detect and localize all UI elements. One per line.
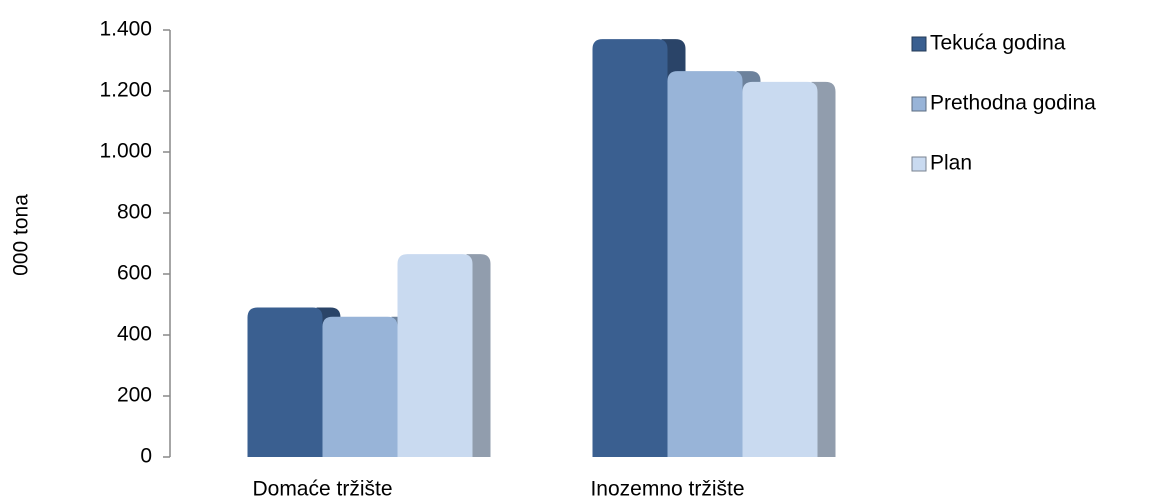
y-tick-label: 1.400 xyxy=(99,18,152,41)
y-tick-label: 0 xyxy=(140,445,152,468)
x-tick-label: Domaće tržište xyxy=(252,478,392,501)
y-tick-label: 1.200 xyxy=(99,79,152,102)
y-tick-label: 800 xyxy=(117,201,152,224)
bar xyxy=(667,71,743,458)
legend-swatch xyxy=(911,36,927,52)
legend-label: Tekuća godina xyxy=(930,32,1066,55)
bar xyxy=(742,81,818,457)
legend-swatch xyxy=(911,96,927,112)
bar xyxy=(397,254,473,457)
x-tick-label: Inozemno tržište xyxy=(590,478,744,501)
y-axis-label: 000 tona xyxy=(10,194,33,276)
y-tick-label: 1.000 xyxy=(99,140,152,163)
legend-swatch xyxy=(911,156,927,172)
bar xyxy=(592,39,668,458)
y-tick-label: 400 xyxy=(117,323,152,346)
y-tick-label: 200 xyxy=(117,384,152,407)
y-tick-label: 600 xyxy=(117,262,152,285)
legend-label: Prethodna godina xyxy=(930,92,1096,115)
bar xyxy=(322,316,398,457)
bar xyxy=(247,307,323,457)
legend-label: Plan xyxy=(930,152,972,175)
